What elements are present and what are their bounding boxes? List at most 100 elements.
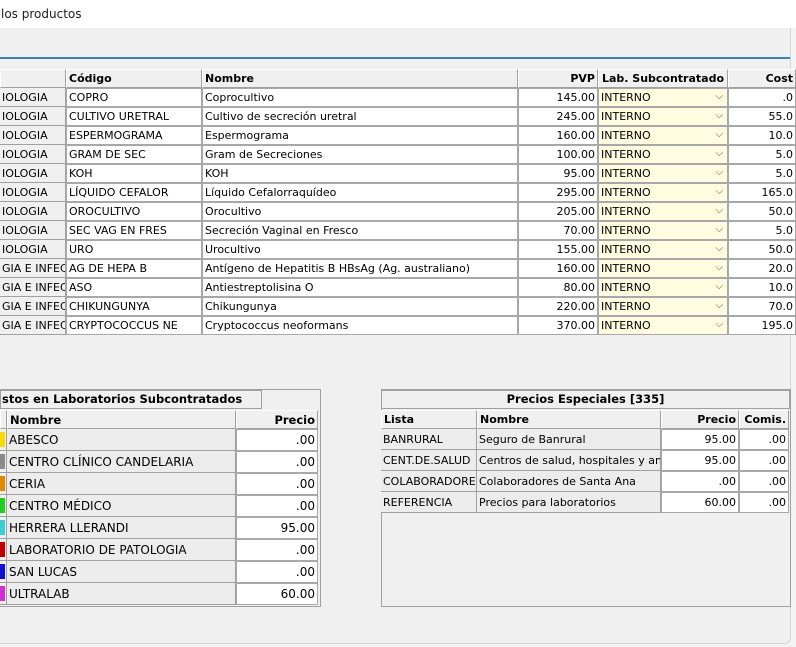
cost-cell[interactable]: 55.0 [728,107,796,126]
list-item[interactable]: LABORATORIO DE PATOLOGIA .00 [0,539,318,561]
lab-price-input[interactable]: .00 [235,495,318,517]
name-cell[interactable]: Coprocultivo [202,88,518,107]
pvp-cell[interactable]: 80.00 [518,278,598,297]
code-cell[interactable]: AG DE HEPA B [66,259,202,278]
table-row[interactable]: IOLOGIA URO Urocultivo 155.00 INTERNO ⌵ 50.0 [0,240,796,259]
special-price-input[interactable]: 95.00 [661,450,739,471]
pvp-cell[interactable]: 205.00 [518,202,598,221]
lab-select[interactable]: INTERNO ⌵ [598,145,728,164]
table-row[interactable]: IOLOGIA LÍQUIDO CEFALOR Líquido Cefalorraq… [0,183,796,202]
lab-price-input[interactable]: .00 [235,561,318,583]
code-cell[interactable]: CULTIVO URETRAL [66,107,202,126]
chevron-down-icon[interactable]: ⌵ [715,243,723,254]
sub-labs-header-name[interactable]: Nombre [7,410,236,429]
pvp-cell[interactable]: 220.00 [518,297,598,316]
col-header-category[interactable] [0,69,66,88]
code-cell[interactable]: URO [66,240,202,259]
table-row[interactable]: IOLOGIA OROCULTIVO Orocultivo 205.00 INTERNO… [0,202,796,221]
cost-cell[interactable]: 5.0 [728,164,796,183]
commission-input[interactable]: .00 [739,471,789,492]
lab-price-input[interactable]: 60.00 [235,583,318,605]
special-header-list[interactable]: Lista [381,410,477,429]
pvp-cell[interactable]: 295.00 [518,183,598,202]
name-cell[interactable]: Antígeno de Hepatitis B HBsAg (Ag. austr… [202,259,518,278]
chevron-down-icon[interactable]: ⌵ [715,148,723,159]
name-cell[interactable]: Cryptococcus neoformans [202,316,518,335]
name-cell[interactable]: Urocultivo [202,240,518,259]
special-header-commission[interactable]: Comis. [739,410,789,429]
name-cell[interactable]: KOH [202,164,518,183]
lab-price-input[interactable]: .00 [235,473,318,495]
pvp-cell[interactable]: 370.00 [518,316,598,335]
col-header-cost[interactable]: Cost [728,69,796,88]
chevron-down-icon[interactable]: ⌵ [715,205,723,216]
list-item[interactable]: BANRURAL Seguro de Banrural 95.00.00 [381,429,789,450]
lab-select[interactable]: INTERNO ⌵ [598,164,728,183]
pvp-cell[interactable]: 155.00 [518,240,598,259]
name-cell[interactable]: Líquido Cefalorraquídeo [202,183,518,202]
code-cell[interactable]: LÍQUIDO CEFALOR [66,183,202,202]
list-item[interactable]: COLABORADORES Colaboradores de Santa Ana.… [381,471,789,492]
code-cell[interactable]: CRYPTOCOCCUS NE [66,316,202,335]
pvp-cell[interactable]: 95.00 [518,164,598,183]
lab-select[interactable]: INTERNO ⌵ [598,316,728,335]
chevron-down-icon[interactable]: ⌵ [715,319,723,330]
table-row[interactable]: IOLOGIA GRAM DE SEC Gram de Secreciones 100… [0,145,796,164]
special-header-price[interactable]: Precio [661,410,739,429]
list-item[interactable]: CENT.DE.SALUD Centros de salud, hospitale… [381,450,789,471]
lab-price-input[interactable]: 95.00 [235,517,318,539]
pvp-cell[interactable]: 245.00 [518,107,598,126]
name-cell[interactable]: Cultivo de secreción uretral [202,107,518,126]
code-cell[interactable]: ESPERMOGRAMA [66,126,202,145]
cost-cell[interactable]: 50.0 [728,202,796,221]
code-cell[interactable]: SEC VAG EN FRES [66,221,202,240]
list-item[interactable]: ABESCO .00 [0,429,318,451]
list-item[interactable]: REFERENCIA Precios para laboratorios 60.00… [381,492,789,513]
col-header-lab[interactable]: Lab. Subcontratado [598,69,728,88]
table-row[interactable]: GIA E INFECC AG DE HEPA B Antígeno de Hepa… [0,259,796,278]
name-cell[interactable]: Gram de Secreciones [202,145,518,164]
list-item[interactable]: SAN LUCAS .00 [0,561,318,583]
cost-cell[interactable]: 10.0 [728,126,796,145]
sub-labs-header-price[interactable]: Precio [235,410,318,429]
chevron-down-icon[interactable]: ⌵ [715,186,723,197]
chevron-down-icon[interactable]: ⌵ [715,281,723,292]
code-cell[interactable]: GRAM DE SEC [66,145,202,164]
list-item[interactable]: CENTRO MÉDICO .00 [0,495,318,517]
col-header-code[interactable]: Código [66,69,202,88]
cost-cell[interactable]: .0 [728,88,796,107]
code-cell[interactable]: COPRO [66,88,202,107]
cost-cell[interactable]: 165.0 [728,183,796,202]
lab-select[interactable]: INTERNO ⌵ [598,297,728,316]
table-row[interactable]: IOLOGIA ESPERMOGRAMA Espermograma 160.00 INT… [0,126,796,145]
table-row[interactable]: GIA E INFECC CRYPTOCOCCUS NE Cryptococcus … [0,316,796,335]
name-cell[interactable]: Chikungunya [202,297,518,316]
name-cell[interactable]: Secreción Vaginal en Fresco [202,221,518,240]
special-price-input[interactable]: 60.00 [661,492,739,513]
cost-cell[interactable]: 195.0 [728,316,796,335]
lab-price-input[interactable]: .00 [235,451,318,473]
lab-price-input[interactable]: .00 [235,539,318,561]
cost-cell[interactable]: 70.0 [728,297,796,316]
list-item[interactable]: CERIA .00 [0,473,318,495]
chevron-down-icon[interactable]: ⌵ [715,224,723,235]
pvp-cell[interactable]: 160.00 [518,259,598,278]
col-header-name[interactable]: Nombre [202,69,518,88]
table-row[interactable]: IOLOGIA CULTIVO URETRAL Cultivo de secreci… [0,107,796,126]
table-row[interactable]: GIA E INFECC ASO Antiestreptolisina O 80.00… [0,278,796,297]
lab-select[interactable]: INTERNO ⌵ [598,88,728,107]
list-item[interactable]: CENTRO CLÍNICO CANDELARIA .00 [0,451,318,473]
lab-select[interactable]: INTERNO ⌵ [598,259,728,278]
chevron-down-icon[interactable]: ⌵ [715,262,723,273]
commission-input[interactable]: .00 [739,429,789,450]
cost-cell[interactable]: 10.0 [728,278,796,297]
special-header-name[interactable]: Nombre [477,410,661,429]
chevron-down-icon[interactable]: ⌵ [715,110,723,121]
table-row[interactable]: IOLOGIA SEC VAG EN FRES Secreción Vaginal … [0,221,796,240]
name-cell[interactable]: Espermograma [202,126,518,145]
commission-input[interactable]: .00 [739,492,789,513]
chevron-down-icon[interactable]: ⌵ [715,167,723,178]
col-header-pvp[interactable]: PVP [518,69,598,88]
lab-select[interactable]: INTERNO ⌵ [598,126,728,145]
pvp-cell[interactable]: 100.00 [518,145,598,164]
